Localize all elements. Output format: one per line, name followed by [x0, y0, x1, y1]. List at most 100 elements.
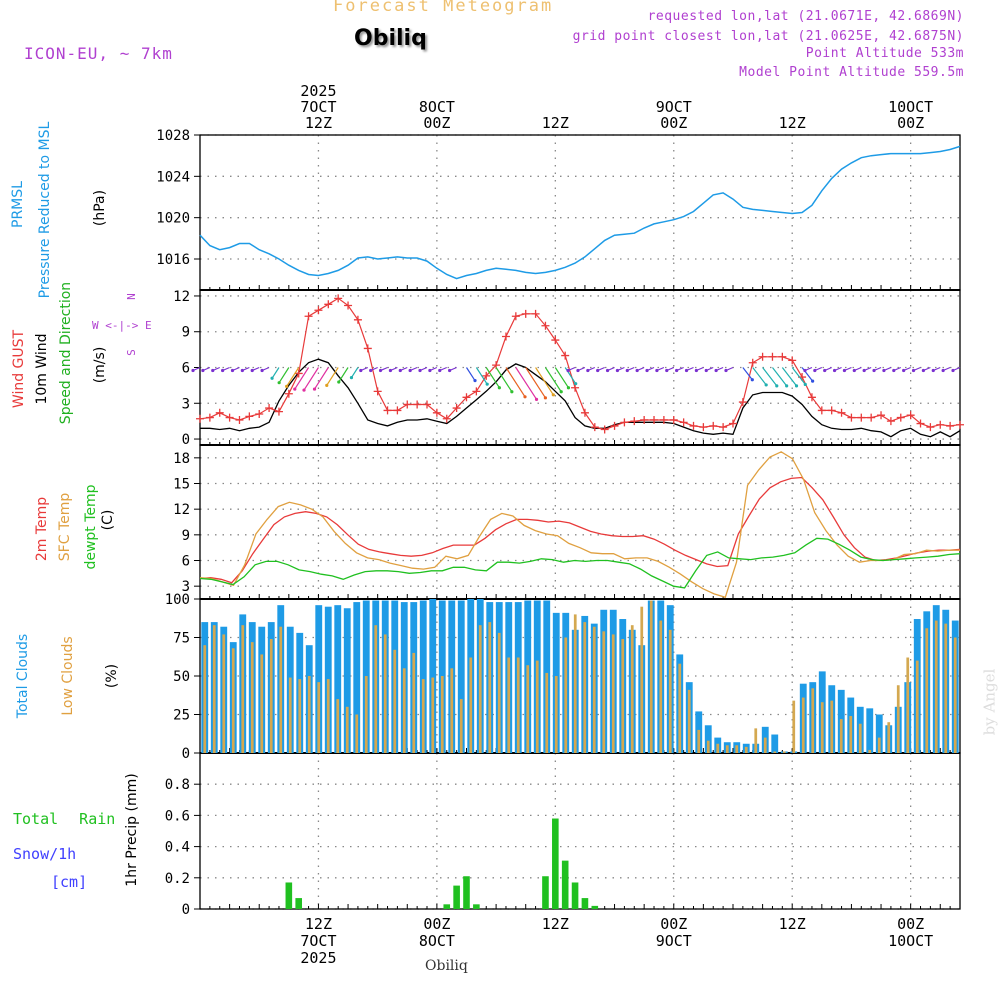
precip-bar [561, 860, 569, 909]
wind-arrow-head [260, 368, 264, 373]
wind-arrow-head [615, 368, 620, 373]
time-label-top: 2025 [300, 82, 336, 100]
wind-arrow-head [418, 368, 422, 373]
low-cloud-bar [583, 622, 587, 753]
total-clouds-label: Total Clouds [15, 633, 31, 719]
wind-arrow-head [785, 384, 789, 388]
wind-gust-marker [265, 404, 274, 413]
y-tick-label: 9 [182, 528, 190, 544]
wind-arrow-head [270, 376, 274, 380]
wind-direction-arrow [515, 367, 538, 400]
wind-arrow-head [675, 368, 679, 373]
wind-arrow-head [221, 368, 225, 373]
wind-arrow-head [534, 397, 539, 401]
wind-direction-arrow [535, 367, 554, 396]
wind-arrow-head [842, 368, 847, 373]
wind-gust-marker [432, 408, 441, 417]
low-cloud-bar [412, 652, 416, 753]
total-cloud-bar [419, 600, 427, 753]
wind-direction-arrow [791, 367, 806, 385]
wind-arrow-head [349, 376, 354, 380]
wind-arrow-head [302, 388, 306, 392]
wind-gust-marker [472, 387, 481, 396]
wind-gust-marker [906, 411, 915, 420]
wind-direction-arrow [475, 367, 488, 385]
wind-gust-marker [304, 312, 313, 321]
wind-arrow-head [764, 383, 768, 387]
y-tick-label: 6 [182, 554, 190, 570]
precip-bar [552, 818, 559, 909]
y-tick-label: 100 [165, 592, 190, 608]
clouds-unit: (%) [104, 663, 120, 689]
low-cloud-bar [298, 679, 302, 753]
wind-speed-line [200, 358, 961, 438]
wind-direction-arrow [762, 367, 778, 387]
low-cloud-bar [811, 688, 815, 753]
wind-arrow-head [655, 368, 659, 373]
low-cloud-bar [564, 637, 568, 753]
y-tick-label: 12 [173, 502, 190, 518]
wind-direction-arrow [781, 367, 797, 387]
total-rain-label: Total Rain [13, 810, 116, 828]
wind-gust-marker [482, 371, 491, 380]
wind-gust-marker [807, 393, 816, 402]
wind-arrow-head [911, 368, 916, 373]
wind-gust-marker [926, 423, 935, 432]
wind-direction-arrow [505, 367, 526, 398]
wind-arrow-head [230, 368, 235, 373]
y-tick-label: 9 [182, 325, 190, 341]
wind-arrow-head [325, 383, 329, 387]
wind-gust-marker [314, 306, 323, 315]
wind-direction-arrow [742, 367, 753, 381]
wind-arrow-head [473, 379, 477, 383]
wind-gust-marker [877, 411, 886, 420]
y-tick-label: 0 [182, 902, 190, 918]
wind-arrow-head [750, 378, 754, 382]
low-cloud-bar [393, 649, 397, 753]
wind-arrow-head [448, 368, 452, 373]
total-cloud-bar [457, 600, 465, 753]
wind-gust-marker [196, 414, 204, 423]
y-tick-label: 3 [182, 579, 190, 595]
wind-arrow-head [312, 387, 317, 391]
wind-gust-marker [393, 406, 402, 415]
wind-gust-marker [669, 415, 678, 424]
low-cloud-bar [678, 663, 682, 753]
low-cloud-bar [839, 719, 843, 753]
pressure-line [199, 145, 961, 280]
wind-arrow-head [813, 368, 817, 373]
low-cloud-bar [592, 626, 596, 753]
wind-arrow-head [485, 382, 489, 386]
wind-gust-marker [423, 400, 432, 409]
y-tick-label: 12 [173, 289, 190, 305]
low-cloud-bar [336, 699, 340, 753]
low-clouds-label: Low Clouds [60, 636, 76, 716]
y-tick-label: 25 [173, 708, 190, 724]
low-cloud-bar [602, 631, 606, 753]
wind-arrow-head [902, 368, 906, 373]
y-tick-label: 3 [182, 396, 190, 412]
wind-gust-marker [650, 415, 659, 424]
low-cloud-bar [269, 639, 273, 753]
point-altitude: Point Altitude 533m [805, 46, 964, 61]
wind-arrow-head [551, 393, 555, 397]
low-cloud-bar [725, 745, 729, 753]
wind-arrow-head [438, 368, 442, 373]
y-tick-label: 0.8 [165, 777, 190, 793]
wind-direction-arrow [278, 367, 290, 383]
precip-bar [591, 905, 599, 909]
low-cloud-bar [953, 637, 957, 753]
wind-gust-marker [245, 412, 254, 421]
wind-gust-marker [561, 351, 570, 360]
wind-arrow-head [872, 368, 876, 373]
low-cloud-bar [782, 751, 786, 753]
low-cloud-bar [915, 660, 919, 753]
y-tick-label: 0 [182, 432, 190, 448]
wind-gust-marker [837, 408, 846, 417]
low-cloud-bar [421, 679, 425, 753]
time-label-bottom: 00Z [897, 915, 924, 933]
precip-bar [285, 882, 293, 909]
low-cloud-bar [735, 745, 739, 753]
total-cloud-bar [353, 602, 361, 753]
wind-gust-marker [580, 408, 589, 417]
